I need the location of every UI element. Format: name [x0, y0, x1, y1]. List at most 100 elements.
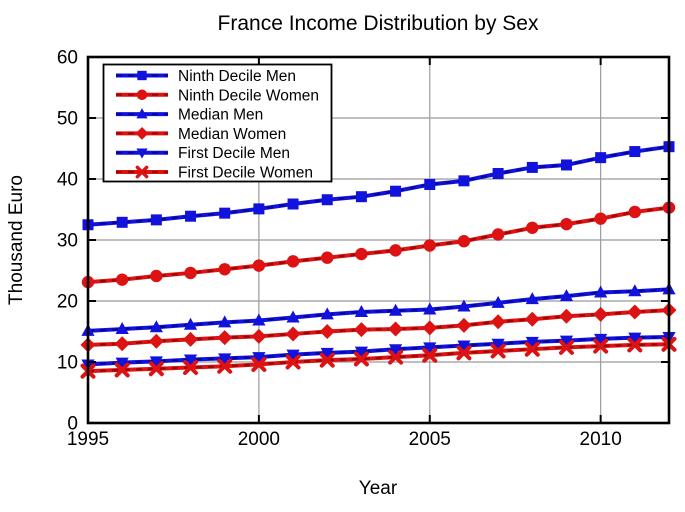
- marker-diamond: [285, 326, 301, 342]
- marker-triangle-down: [183, 354, 198, 367]
- marker-square: [185, 210, 197, 222]
- marker-x: [558, 339, 574, 355]
- legend-item-ninth-decile-men: Ninth Decile Men: [116, 68, 296, 85]
- y-tick-label: 20: [57, 292, 78, 313]
- marker-triangle-down: [525, 336, 539, 349]
- marker-diamond: [114, 336, 130, 352]
- legend-label: Ninth Decile Men: [178, 68, 296, 85]
- marker-x: [183, 359, 199, 375]
- series-ninth-decile-men: [82, 141, 675, 231]
- marker-triangle-down: [594, 333, 608, 346]
- marker-circle: [321, 251, 334, 264]
- marker-triangle-down: [559, 335, 574, 348]
- marker-triangle-up: [320, 307, 334, 320]
- marker-square: [116, 216, 128, 228]
- marker-x: [524, 341, 540, 357]
- marker-triangle-down: [354, 346, 369, 359]
- marker-diamond: [183, 331, 199, 347]
- legend-item-median-women: Median Women: [116, 126, 286, 143]
- marker-triangle-up: [388, 303, 403, 316]
- marker-triangle-up: [252, 313, 266, 326]
- y-tick-label: 30: [57, 231, 78, 252]
- marker-diamond: [148, 333, 164, 349]
- marker-circle: [115, 273, 129, 286]
- marker-diamond: [353, 322, 369, 338]
- marker-triangle-down: [457, 340, 471, 353]
- x-tick-label: 2000: [238, 429, 280, 450]
- x-tick-label: 2005: [409, 429, 451, 450]
- legend-label: Median Men: [178, 107, 263, 124]
- marker-square: [492, 168, 504, 180]
- marker-square: [629, 146, 641, 158]
- series-line-dash: [87, 145, 670, 226]
- marker-triangle-down: [149, 356, 163, 369]
- marker-x: [148, 361, 164, 377]
- marker-triangle-up: [218, 315, 232, 328]
- marker-circle: [355, 247, 368, 261]
- series-median-women: [80, 302, 677, 353]
- marker-diamond: [388, 321, 404, 337]
- x-tick-label: 2010: [580, 429, 622, 450]
- series-median-men: [81, 282, 676, 336]
- y-tick-label: 10: [57, 353, 78, 374]
- legend-label: Ninth Decile Women: [178, 87, 319, 104]
- marker-diamond: [456, 317, 472, 333]
- marker-triangle-up: [286, 310, 300, 323]
- marker-square: [150, 214, 162, 226]
- marker-circle: [184, 266, 197, 280]
- marker-x: [319, 352, 335, 368]
- y-tick-label: 0: [67, 414, 78, 435]
- marker-circle: [252, 259, 266, 272]
- marker-square: [137, 70, 147, 81]
- marker-x: [422, 347, 438, 363]
- y-tick-label: 50: [57, 109, 78, 130]
- series-first-decile-women: [80, 336, 677, 379]
- marker-circle: [389, 244, 402, 257]
- marker-diamond: [627, 304, 643, 320]
- marker-triangle-up: [491, 295, 505, 308]
- series-ninth-decile-women: [81, 201, 676, 289]
- marker-circle: [628, 205, 642, 219]
- marker-triangle-down: [491, 338, 505, 351]
- legend-box: [102, 63, 333, 183]
- marker-triangle-down: [252, 352, 266, 365]
- marker-circle: [423, 239, 436, 252]
- marker-triangle-up: [354, 304, 369, 317]
- series-line: [87, 287, 670, 333]
- marker-circle: [526, 221, 539, 234]
- marker-x: [285, 354, 301, 370]
- x-tick-label: 1995: [67, 429, 109, 450]
- marker-square: [560, 159, 572, 171]
- marker-diamond: [593, 306, 609, 322]
- marker-triangle-up: [149, 320, 163, 333]
- legend-label: First Decile Men: [178, 145, 290, 162]
- marker-triangle-down: [136, 148, 148, 159]
- marker-circle: [560, 217, 573, 231]
- marker-triangle-up: [183, 317, 198, 330]
- series-line-dash: [87, 288, 670, 332]
- marker-x: [217, 358, 233, 374]
- marker-diamond: [135, 127, 149, 140]
- marker-circle: [286, 255, 300, 268]
- marker-x: [353, 351, 369, 367]
- y-tick-label: 40: [57, 170, 78, 191]
- legend-label: First Decile Women: [178, 165, 313, 182]
- marker-diamond: [319, 324, 335, 339]
- marker-square: [526, 161, 538, 173]
- marker-circle: [218, 263, 231, 276]
- marker-triangle-down: [320, 347, 334, 360]
- marker-circle: [491, 228, 505, 241]
- legend-item-median-men: Median Men: [116, 107, 263, 124]
- chart-title: France Income Distribution by Sex: [218, 12, 539, 35]
- marker-square: [253, 203, 265, 215]
- axes: 1995 2000 2005 2010 0 10 20 30 40 50 60: [57, 48, 671, 450]
- marker-square: [424, 178, 436, 190]
- series-line-dash: [87, 343, 670, 373]
- marker-square: [595, 152, 607, 164]
- marker-square: [458, 175, 470, 187]
- marker-triangle-down: [423, 342, 437, 355]
- legend: Ninth Decile Men Ninth Decile Women Median…: [102, 63, 333, 183]
- marker-triangle-up: [628, 284, 642, 297]
- marker-x: [490, 343, 506, 359]
